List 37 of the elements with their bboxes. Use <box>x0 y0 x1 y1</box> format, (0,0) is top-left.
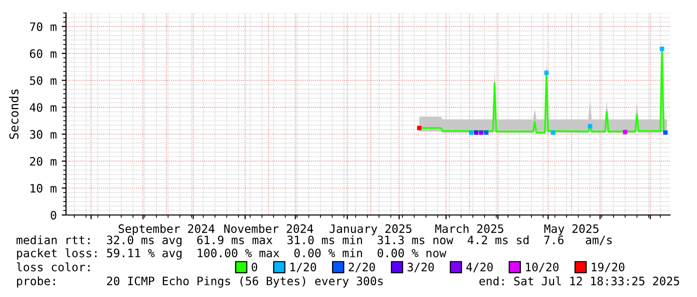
point <box>588 124 592 128</box>
point <box>550 130 556 135</box>
y-axis-title: Seconds <box>9 89 19 139</box>
text: packet loss: 59.11 % avg 100.00 % max 0.00 % min 0.00 % now <box>17 248 446 260</box>
point <box>474 130 478 135</box>
text: end: Sat Jul 12 18:33:25 2025 <box>479 276 680 286</box>
y-tick-label: 0 <box>50 210 56 220</box>
x-tick-label: January 2025 <box>330 224 412 236</box>
legend-title: loss color: <box>16 262 90 272</box>
x-tick-label: November 2024 <box>224 224 314 234</box>
legend-label: 3/20 <box>408 262 434 272</box>
y-tick-label: 20 m <box>30 156 56 166</box>
y-tick-label: 40 m <box>30 103 56 112</box>
y-tick-label: 10 m <box>30 184 56 193</box>
point <box>417 126 422 130</box>
point <box>660 46 664 52</box>
point <box>622 130 628 134</box>
legend-label: 10/20 <box>526 262 559 272</box>
legend-label: 2/20 <box>348 262 375 272</box>
x-tick-label: March 2025 <box>435 224 504 234</box>
point <box>484 130 488 135</box>
y-tick-label: 30 m <box>30 130 56 139</box>
text: median rtt: 32.0 ms avg 61.9 ms max 31.0 ms min 31.3 ms now 4.2 ms sd 7.6 am/s <box>16 235 612 247</box>
x-tick-label: May 2025 <box>544 224 598 236</box>
legend-label: 0 <box>252 262 258 272</box>
text: probe: 20 ICMP Echo Pings (56 Bytes) every 300s <box>17 276 383 288</box>
x-tick-label: September 2024 <box>118 224 214 236</box>
y-tick-label: 70 m <box>30 22 56 32</box>
y-tick-label: 50 m <box>30 76 56 85</box>
legend-label: 4/20 <box>466 262 493 272</box>
point <box>479 130 484 135</box>
legend-label: 1/20 <box>290 262 316 272</box>
y-tick-label: 60 m <box>30 49 56 58</box>
point <box>468 130 474 135</box>
legend-label: 19/20 <box>592 262 624 272</box>
point <box>544 70 549 75</box>
point <box>663 130 668 135</box>
